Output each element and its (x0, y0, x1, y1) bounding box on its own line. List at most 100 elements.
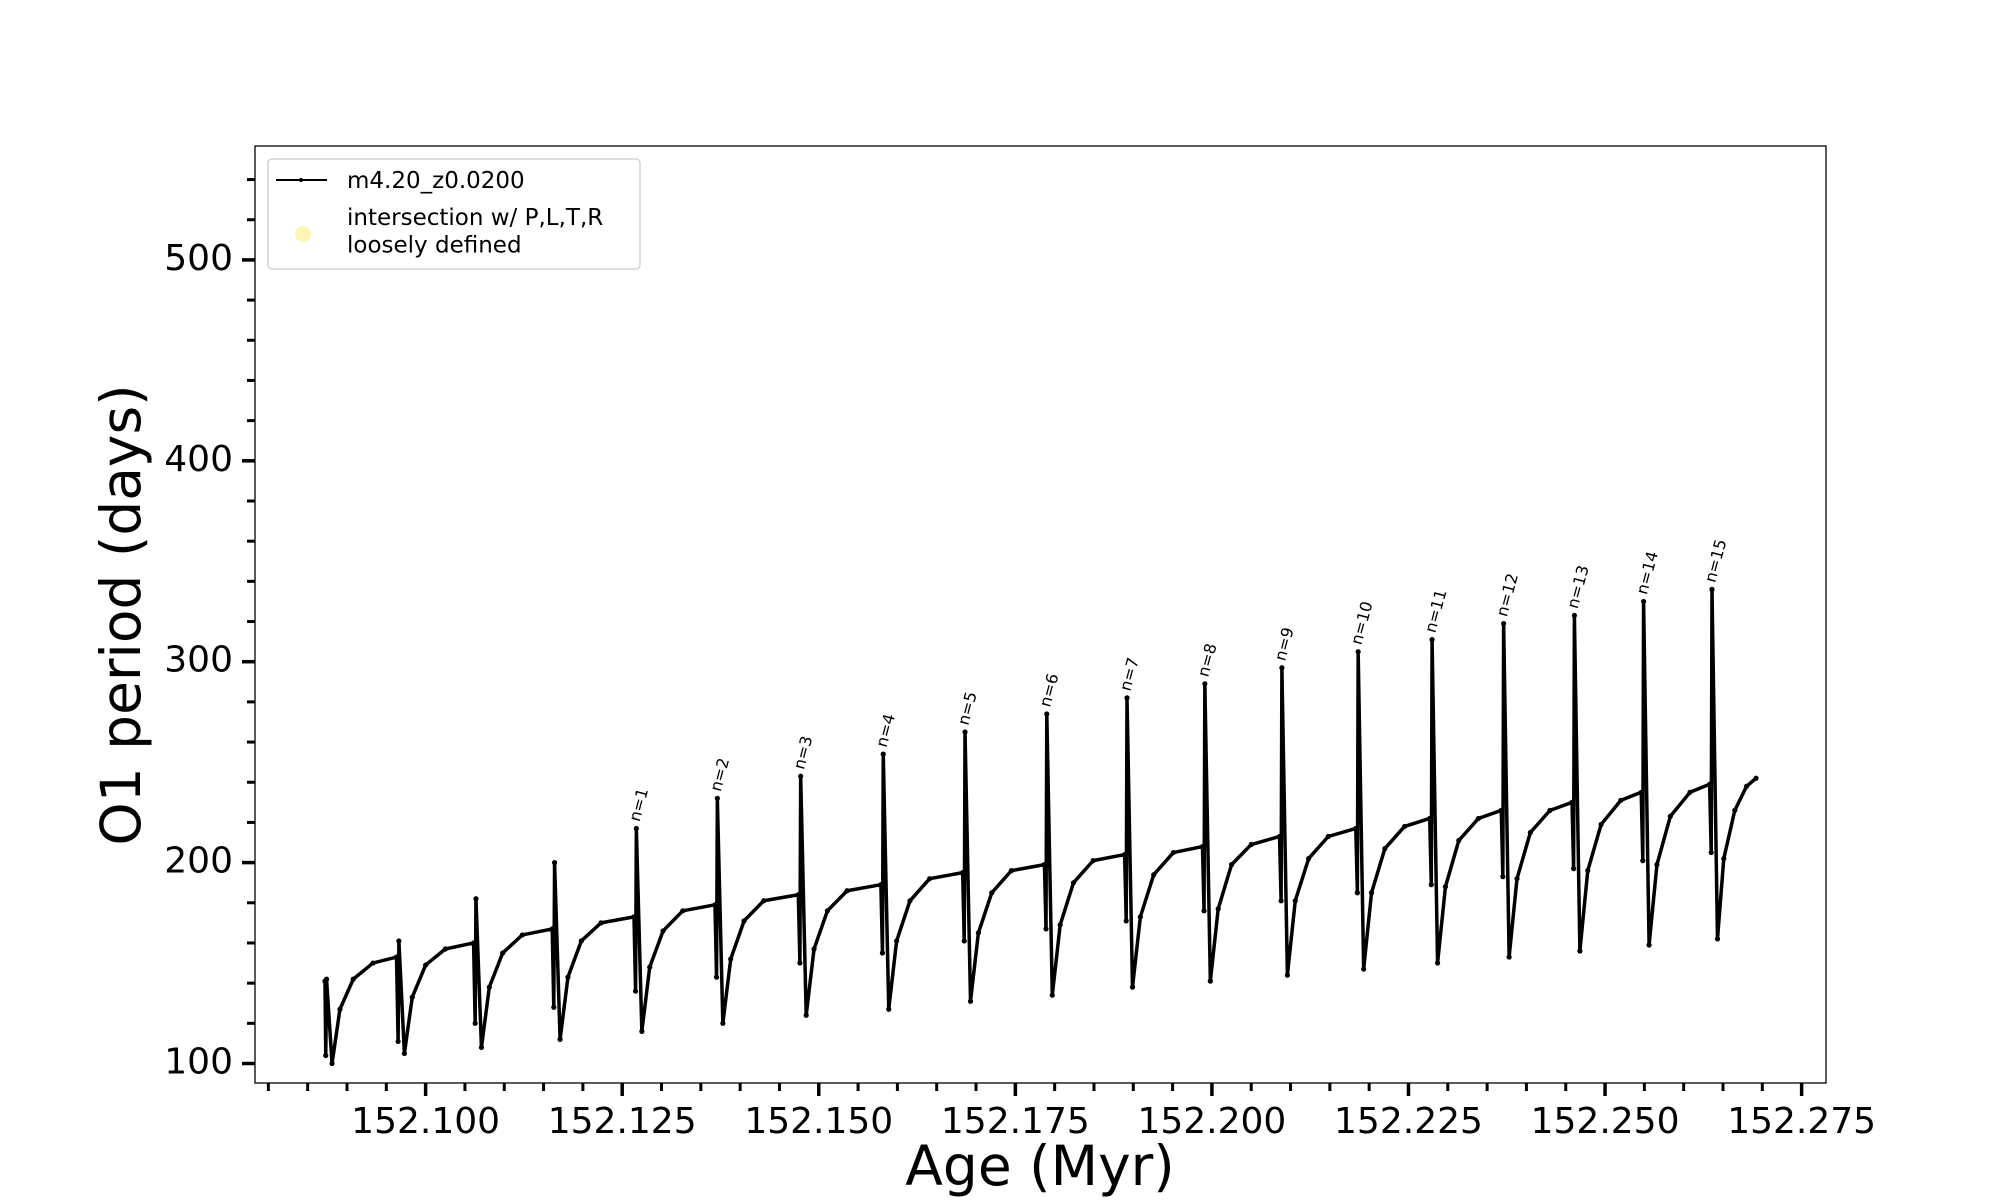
data-point (824, 908, 831, 914)
y-tick-label: 400 (164, 439, 233, 480)
data-point (409, 994, 415, 1000)
annotation: n=1 (625, 786, 652, 824)
data-point (1049, 992, 1055, 998)
data-point (1732, 807, 1738, 813)
data-point (1640, 598, 1647, 605)
data-point (639, 1028, 645, 1034)
data-point (633, 825, 639, 832)
data-point (1325, 833, 1331, 840)
data-point (401, 1050, 407, 1057)
data-point (1355, 649, 1361, 655)
data-point (720, 1020, 726, 1026)
data-point (961, 938, 967, 944)
data-point (989, 890, 995, 896)
data-point (1401, 823, 1408, 830)
series-line (323, 587, 1758, 1066)
data-point (1170, 849, 1176, 856)
data-point (1151, 872, 1157, 878)
data-point (329, 1060, 335, 1067)
annotation: n=2 (706, 756, 733, 794)
data-point (1571, 612, 1577, 619)
x-tick-label: 152.100 (351, 1101, 500, 1142)
data-point (962, 729, 968, 735)
x-tick-label: 152.250 (1531, 1101, 1680, 1142)
data-point (551, 860, 558, 866)
annotation: n=12 (1492, 571, 1522, 618)
data-point (396, 938, 402, 944)
plot-frame (254, 145, 1827, 1084)
data-point (557, 1036, 563, 1043)
data-point (1753, 775, 1759, 781)
x-tick-label: 152.200 (1137, 1101, 1286, 1142)
data-point (393, 954, 400, 960)
data-point (1124, 695, 1130, 701)
y-tick-label: 300 (164, 640, 233, 681)
data-point (1569, 799, 1575, 805)
x-tick-label: 152.225 (1334, 1101, 1483, 1142)
data-point (712, 902, 718, 908)
data-point (647, 964, 653, 970)
data-point (500, 950, 506, 956)
annotation: n=8 (1193, 641, 1220, 679)
legend-box (267, 158, 641, 270)
legend-label: m4.20_z0.0200 (347, 168, 525, 194)
data-point (1708, 849, 1714, 856)
data-point (1577, 948, 1583, 954)
data-point (1428, 882, 1434, 888)
annotation: n=6 (1035, 671, 1062, 709)
data-point (1442, 884, 1449, 890)
data-point (714, 795, 720, 801)
legend-marker (299, 178, 303, 182)
data-point (886, 1006, 892, 1012)
data-point (1646, 942, 1652, 948)
x-axis-label: Age (Myr) (905, 1134, 1174, 1198)
data-point (1547, 807, 1553, 813)
data-point (1057, 922, 1063, 928)
data-point (578, 938, 584, 944)
data-point (1707, 781, 1713, 787)
data-point (1434, 960, 1441, 966)
data-point (1527, 829, 1533, 836)
text-line: intersection w/ P,L,T,R (347, 205, 603, 231)
data-point (1228, 862, 1235, 868)
data-point (1598, 821, 1604, 828)
data-point (1279, 665, 1285, 671)
data-point (1123, 918, 1129, 924)
data-point (472, 1020, 478, 1026)
data-point (323, 1052, 329, 1059)
data-point (1202, 681, 1208, 687)
annotation: n=10 (1347, 599, 1377, 646)
x-tick-label: 152.275 (1727, 1101, 1876, 1142)
data-point (1090, 858, 1096, 864)
annotation: n=3 (789, 734, 816, 772)
data-point (442, 946, 448, 952)
data-point (631, 914, 637, 920)
data-point (894, 938, 900, 944)
annotation: n=4 (872, 712, 899, 750)
text-line: loosely defined (347, 233, 522, 259)
data-point (975, 930, 981, 936)
x-tick-label: 152.125 (548, 1101, 697, 1142)
data-point (797, 960, 803, 966)
data-point (1500, 874, 1506, 880)
data-point (370, 960, 376, 966)
data-point (423, 962, 429, 968)
data-point (741, 918, 747, 924)
data-point (519, 932, 525, 938)
data-point (880, 751, 886, 757)
data-point (1201, 908, 1207, 914)
data-point (1368, 890, 1375, 896)
data-point (1585, 868, 1591, 874)
data-point (478, 1044, 485, 1051)
data-point (1070, 880, 1077, 886)
data-point (1354, 890, 1360, 896)
data-point (1008, 868, 1015, 874)
data-point (1640, 858, 1646, 864)
data-point (1292, 898, 1298, 904)
data-point (473, 896, 479, 902)
data-point (1506, 954, 1512, 960)
data-point (1248, 841, 1254, 848)
data-point (395, 1038, 401, 1045)
